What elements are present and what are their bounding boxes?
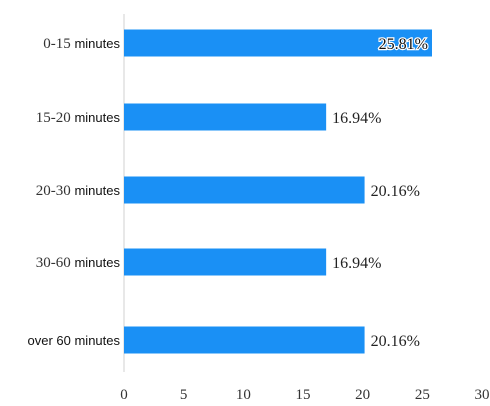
bar-2	[124, 176, 365, 204]
value-label-2: 20.16%	[371, 183, 420, 200]
bar-1	[124, 103, 327, 131]
bar-3	[124, 248, 327, 276]
x-tick-label-4: 20	[355, 387, 370, 403]
value-label-1: 16.94%	[332, 110, 381, 127]
x-tick-label-2: 10	[236, 387, 251, 403]
x-axis-ticks: 0 5 10 15 20 25 30	[120, 387, 489, 403]
category-label-4: over 60 minutes	[28, 333, 121, 348]
x-tick-label-5: 25	[415, 387, 430, 403]
category-labels: 0-15 minutes 15-20 minutes 20-30 minutes 30…	[28, 36, 121, 348]
category-label-2: 20-30 minutes	[36, 183, 121, 199]
x-tick-label-0: 0	[120, 387, 128, 403]
value-label-4: 20.16%	[371, 333, 420, 350]
category-label-1: 15-20 minutes	[36, 110, 121, 126]
title-strip	[0, 0, 490, 6]
value-label-3: 16.94%	[332, 255, 381, 272]
category-label-3: 30-60 minutes	[36, 255, 121, 271]
bars-group	[124, 29, 432, 354]
bar-0	[124, 29, 432, 57]
value-label-0: 25.81%	[379, 36, 428, 53]
x-tick-label-3: 15	[296, 387, 311, 403]
x-tick-label-1: 5	[180, 387, 188, 403]
x-tick-label-6: 30	[475, 387, 490, 403]
category-label-0: 0-15 minutes	[43, 36, 120, 52]
bar-4	[124, 326, 365, 354]
value-labels: 25.81% 16.94% 20.16% 16.94% 20.16%	[332, 35, 429, 350]
